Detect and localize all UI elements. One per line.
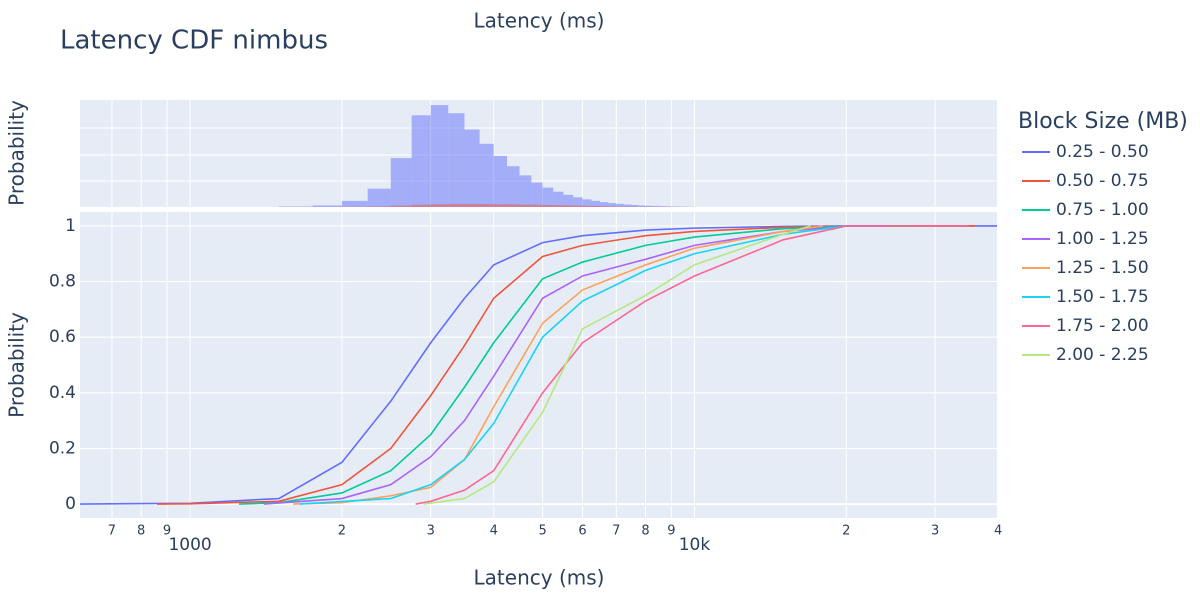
histogram-bar — [279, 206, 313, 207]
x-axis-title: Latency (ms) — [474, 566, 605, 590]
x-tick-label: 10k — [679, 535, 711, 555]
histogram-bar — [313, 205, 342, 207]
y-tick-label: 0 — [65, 494, 76, 514]
histogram-bar — [494, 204, 507, 207]
histogram-bar — [639, 205, 646, 207]
legend-title: Block Size (MB) — [1018, 109, 1188, 134]
histogram-bar — [573, 197, 582, 207]
histogram-bar — [520, 205, 532, 207]
histogram-bar — [652, 206, 659, 207]
x-tick-label: 4 — [994, 524, 1002, 539]
histogram-bar — [608, 206, 616, 207]
histogram-bar — [520, 175, 532, 207]
histogram-bar — [616, 206, 624, 207]
x-tick-label: 5 — [538, 524, 546, 539]
x-tick-label: 2 — [842, 524, 850, 539]
histogram-bar — [431, 204, 449, 207]
histogram-bar — [583, 206, 592, 207]
histogram-bar — [448, 204, 464, 207]
histogram-bar — [391, 158, 412, 207]
histogram-y-title: Probability — [5, 100, 29, 206]
legend: 0.25 - 0.50 0.50 - 0.75 0.75 - 1.00 1.00 - … — [1022, 142, 1149, 365]
histogram-bar — [391, 206, 412, 207]
x-tick-label: 8 — [641, 524, 649, 539]
histogram-bar — [464, 204, 479, 207]
legend-label: 1.50 - 1.75 — [1056, 287, 1149, 307]
histogram-bar — [591, 206, 600, 207]
x-tick-label: 9 — [667, 524, 675, 539]
y-axis-title: Probability — [5, 312, 29, 418]
histogram-bar — [553, 192, 563, 207]
y-tick-label: 0.6 — [49, 327, 76, 347]
y-tick-label: 0.2 — [49, 438, 76, 458]
histogram-bar — [507, 204, 520, 207]
x-tick-label: 1000 — [168, 535, 211, 555]
histogram-bar — [480, 144, 494, 207]
histogram-bar — [368, 206, 391, 207]
y-tick-label: 0.4 — [49, 383, 76, 403]
histogram-bar — [412, 205, 431, 207]
histogram-bar — [563, 205, 573, 207]
x-tick-label: 7 — [108, 524, 116, 539]
histogram-bar — [368, 189, 391, 207]
histogram-bar — [494, 156, 507, 207]
legend-label: 0.25 - 0.50 — [1056, 142, 1149, 162]
y-tick-label: 0.8 — [49, 272, 76, 292]
legend-label: 0.50 - 0.75 — [1056, 171, 1149, 191]
histogram-bar — [431, 105, 449, 207]
x-tick-label: 2 — [338, 524, 346, 539]
chart-title: Latency CDF nimbus — [60, 26, 328, 56]
histogram-bar — [448, 113, 464, 207]
histogram-bar — [553, 205, 563, 207]
histogram-bar — [543, 188, 554, 207]
x-tick-label: 6 — [578, 524, 586, 539]
histogram-bar — [412, 115, 431, 207]
x-tick-label: 7 — [612, 524, 620, 539]
histogram-bar — [342, 201, 368, 207]
histogram-bar — [543, 205, 554, 207]
histogram-bar — [659, 206, 665, 207]
legend-label: 1.25 - 1.50 — [1056, 258, 1149, 278]
y-tick-label: 1 — [65, 216, 76, 236]
histogram-bar — [573, 206, 582, 207]
x-tick-label: 3 — [931, 524, 939, 539]
x-tick-label: 3 — [427, 524, 435, 539]
legend-label: 0.75 - 1.00 — [1056, 200, 1149, 220]
histogram-bar — [464, 130, 479, 207]
legend-label: 1.00 - 1.25 — [1056, 229, 1149, 249]
histogram-x-title: Latency (ms) — [474, 9, 605, 33]
legend-label: 2.00 - 2.25 — [1056, 345, 1149, 365]
cdf-plot-area — [80, 212, 997, 518]
histogram-bar — [671, 206, 677, 207]
histogram-bar — [507, 166, 520, 207]
histogram-bar — [563, 195, 573, 207]
histogram-bar — [480, 204, 494, 207]
x-tick-label: 4 — [490, 524, 498, 539]
histogram-bar — [531, 183, 542, 207]
histogram-bar — [600, 206, 608, 207]
x-tick-label: 8 — [137, 524, 145, 539]
legend-label: 1.75 - 2.00 — [1056, 316, 1149, 336]
histogram-bar — [531, 205, 542, 207]
